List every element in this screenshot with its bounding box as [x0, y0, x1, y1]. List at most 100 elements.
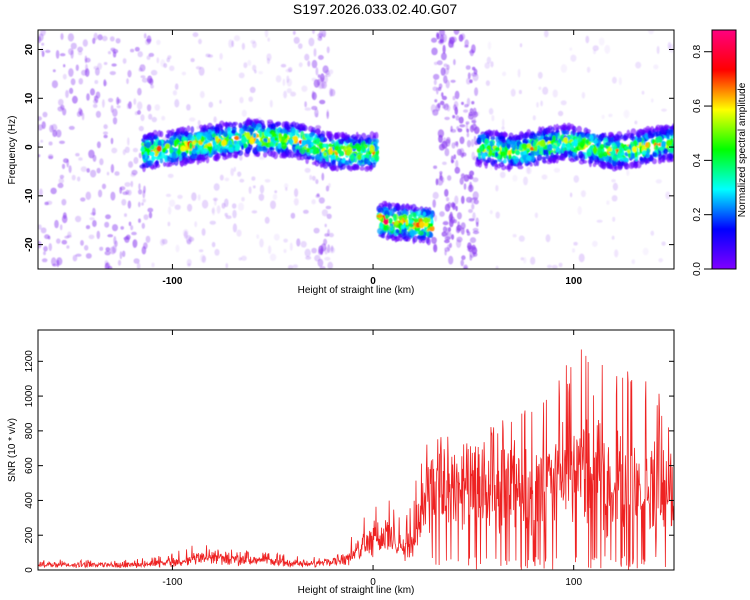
- spectrogram-noise-speckle: [97, 34, 103, 41]
- spectrogram-track-blob: [624, 146, 630, 150]
- spectrogram-noise-speckle: [51, 257, 57, 266]
- spectrogram-noise-speckle: [112, 108, 118, 117]
- spectrogram-noise-speckle: [122, 250, 126, 257]
- spectrogram-noise-speckle: [459, 136, 465, 145]
- spectrogram-noise-speckle: [296, 238, 301, 247]
- spectrogram-noise-speckle: [461, 255, 466, 261]
- spectrogram-noise-speckle: [237, 171, 242, 177]
- spectrogram-noise-speckle: [445, 231, 452, 240]
- spectrogram-noise-speckle: [39, 188, 43, 197]
- spectrogram-track-blob: [179, 153, 182, 162]
- spectrogram-track-blob: [611, 143, 617, 150]
- spectrogram-track-blob: [369, 144, 375, 153]
- spectrogram-track-blob: [419, 221, 425, 229]
- spectrogram-noise-speckle: [435, 104, 441, 112]
- spectrogram-noise-speckle: [326, 46, 330, 54]
- spectrogram-track-blob: [498, 162, 505, 168]
- spectrogram-noise-speckle: [109, 246, 116, 255]
- spectrogram-track-blob: [585, 129, 591, 134]
- spectrogram-noise-speckle: [198, 249, 204, 253]
- spectrogram-track-blob: [517, 165, 524, 170]
- spectrogram-noise-speckle: [99, 246, 104, 251]
- spectrogram-track-blob: [481, 152, 486, 159]
- spectrogram-noise-speckle: [197, 120, 201, 126]
- spectrogram-noise-speckle: [172, 90, 177, 96]
- spectrogram-noise-speckle: [469, 125, 475, 133]
- spectrogram-noise-speckle: [471, 139, 475, 147]
- spectrogram-track-blob: [395, 229, 400, 234]
- spectrogram-track-blob: [354, 164, 360, 171]
- spectrogram-noise-speckle: [441, 92, 444, 97]
- spectrogram-noise-speckle: [653, 64, 659, 70]
- spectrogram-track-blob: [261, 125, 266, 130]
- spectrogram-noise-speckle: [469, 49, 474, 57]
- spectrogram-noise-speckle: [495, 185, 499, 192]
- spectrogram-noise-speckle: [69, 87, 74, 94]
- spectrogram-noise-speckle: [312, 30, 315, 34]
- spectrogram-noise-speckle: [254, 69, 257, 74]
- spectrogram-y-tick-label: 20: [24, 44, 35, 56]
- spectrogram-noise-speckle: [476, 111, 480, 117]
- spectrogram-noise-speckle: [449, 242, 452, 248]
- spectrogram-noise-speckle: [458, 116, 464, 124]
- spectrogram-track-blob: [347, 164, 351, 171]
- spectrogram-noise-speckle: [104, 250, 111, 256]
- spectrogram-noise-speckle: [61, 163, 66, 170]
- spectrogram-track-blob: [422, 211, 426, 217]
- spectrogram-noise-speckle: [441, 140, 448, 149]
- spectrogram-noise-speckle: [147, 78, 154, 84]
- spectrogram-noise-speckle: [147, 207, 154, 213]
- spectrogram-noise-speckle: [150, 69, 158, 76]
- spectrogram-noise-speckle: [199, 91, 205, 99]
- spectrogram-noise-speckle: [148, 52, 155, 57]
- spectrogram-noise-speckle: [198, 38, 202, 45]
- spectrogram-track-blob: [657, 152, 663, 161]
- spectrogram-noise-speckle: [445, 103, 449, 107]
- spectrogram-noise-speckle: [469, 108, 474, 114]
- spectrogram-noise-speckle: [324, 256, 331, 261]
- spectrogram-track-blob: [578, 150, 584, 159]
- spectrogram-noise-speckle: [197, 194, 201, 201]
- spectrogram-marks: [38, 30, 674, 269]
- spectrogram-noise-speckle: [107, 265, 113, 269]
- spectrogram-track-blob: [266, 128, 271, 133]
- spectrogram-track-blob: [485, 159, 490, 164]
- spectrogram-noise-speckle: [107, 51, 112, 55]
- spectrogram-noise-speckle: [536, 102, 539, 108]
- spectrogram-noise-speckle: [60, 33, 64, 40]
- snr-x-tick-label: -100: [162, 577, 182, 588]
- spectrogram-track-blob: [234, 147, 240, 152]
- spectrogram-track-blob: [488, 148, 493, 157]
- spectrogram-track-blob: [342, 157, 346, 163]
- spectrogram-noise-speckle: [96, 230, 101, 240]
- spectrogram-track-blob: [418, 230, 424, 236]
- spectrogram-frame: [37, 29, 675, 270]
- spectrogram-noise-speckle: [194, 221, 198, 228]
- spectrogram-noise-speckle: [650, 230, 655, 236]
- spectrogram-track-blob: [207, 142, 213, 147]
- spectrogram-track-blob: [491, 160, 496, 167]
- spectrogram-noise-speckle: [80, 197, 86, 202]
- spectrogram-noise-speckle: [283, 249, 287, 253]
- spectrogram-track-blob: [171, 151, 177, 159]
- spectrogram-track-blob: [200, 135, 205, 143]
- spectrogram-track-blob: [269, 141, 275, 147]
- spectrogram-noise-speckle: [273, 233, 280, 241]
- spectrogram-noise-speckle: [66, 245, 70, 249]
- spectrogram-noise-speckle: [85, 253, 92, 259]
- spectrogram-noise-speckle: [472, 107, 477, 116]
- spectrogram-track-blob: [563, 150, 568, 158]
- spectrogram-track-blob: [569, 123, 575, 130]
- spectrogram-track-blob: [586, 152, 592, 157]
- spectrogram-noise-speckle: [42, 111, 48, 118]
- spectrogram-noise-speckle: [461, 195, 465, 204]
- spectrogram-track-blob: [328, 147, 333, 155]
- spectrogram-noise-speckle: [216, 205, 221, 214]
- spectrogram-track-blob: [476, 137, 482, 145]
- spectrogram-noise-speckle: [432, 199, 437, 208]
- spectrogram-track-blob: [573, 139, 578, 147]
- spectrogram-track-blob: [480, 134, 486, 140]
- spectrogram-track-blob: [157, 139, 162, 148]
- spectrogram-track-blob: [576, 125, 582, 133]
